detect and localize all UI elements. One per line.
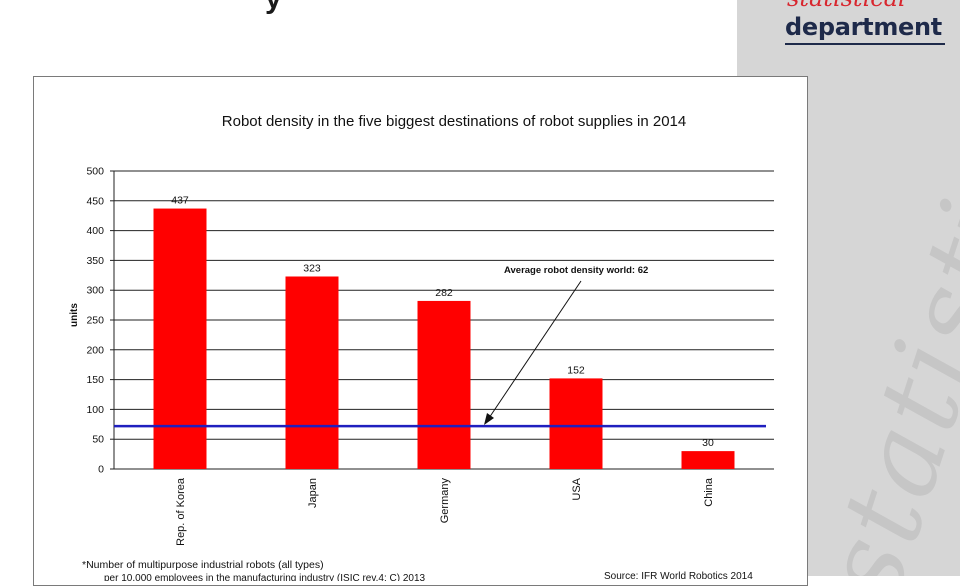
- y-tick-label: 150: [86, 374, 104, 386]
- bar-chart: 0 50 100 150 200 250 300 350 400 450 500 units 437 Re…: [69, 166, 774, 546]
- category-label: China: [703, 477, 715, 507]
- y-tick-label: 100: [86, 404, 104, 416]
- bar: [549, 378, 603, 469]
- chart-source: Source: IFR World Robotics 2014: [604, 571, 753, 579]
- bar: [153, 208, 207, 469]
- y-tick-label: 250: [86, 315, 104, 327]
- y-tick-label: 300: [86, 285, 104, 297]
- category-label: Germany: [439, 478, 451, 524]
- y-tick-label: 450: [86, 195, 104, 207]
- data-label: 323: [303, 262, 321, 274]
- bar: [681, 451, 735, 469]
- chart-footnote: *Number of multipurpose industrial robot…: [82, 559, 324, 571]
- brand-logo: statistical department: [785, 0, 945, 48]
- y-tick-label: 500: [86, 166, 104, 178]
- data-label: 437: [171, 195, 189, 207]
- y-axis-label: units: [69, 303, 80, 327]
- y-tick-label: 350: [86, 255, 104, 267]
- chart-frame: 0 50 100 150 200 250 300 350 400 450 500 units 437 Re…: [33, 76, 808, 586]
- annotation-arrowhead: [484, 413, 494, 425]
- data-label: 30: [702, 437, 714, 449]
- bar: [417, 300, 471, 469]
- watermark-text: statistical: [797, 15, 960, 576]
- slide-title-fragment: y: [265, 0, 282, 16]
- y-tick-label: 0: [98, 464, 104, 476]
- brand-name: department: [785, 13, 942, 41]
- chart-title: Robot density in the five biggest destin…: [221, 113, 687, 130]
- y-tick-label: 400: [86, 225, 104, 237]
- average-annotation: Average robot density world: 62: [504, 265, 648, 276]
- category-label: Japan: [307, 478, 319, 508]
- chart-footnote-line2: per 10,000 employees in the manufacturin…: [104, 573, 426, 581]
- annotation-arrow: [486, 280, 582, 422]
- data-label: 282: [435, 287, 453, 299]
- brand-script: statistical: [787, 0, 906, 12]
- y-tick-label: 200: [86, 344, 104, 356]
- brand-underline: [785, 43, 945, 45]
- data-label: 152: [567, 364, 585, 376]
- category-label: USA: [571, 477, 583, 500]
- bar: [285, 276, 339, 469]
- y-tick-label: 50: [92, 434, 104, 446]
- category-label: Rep. of Korea: [175, 477, 187, 546]
